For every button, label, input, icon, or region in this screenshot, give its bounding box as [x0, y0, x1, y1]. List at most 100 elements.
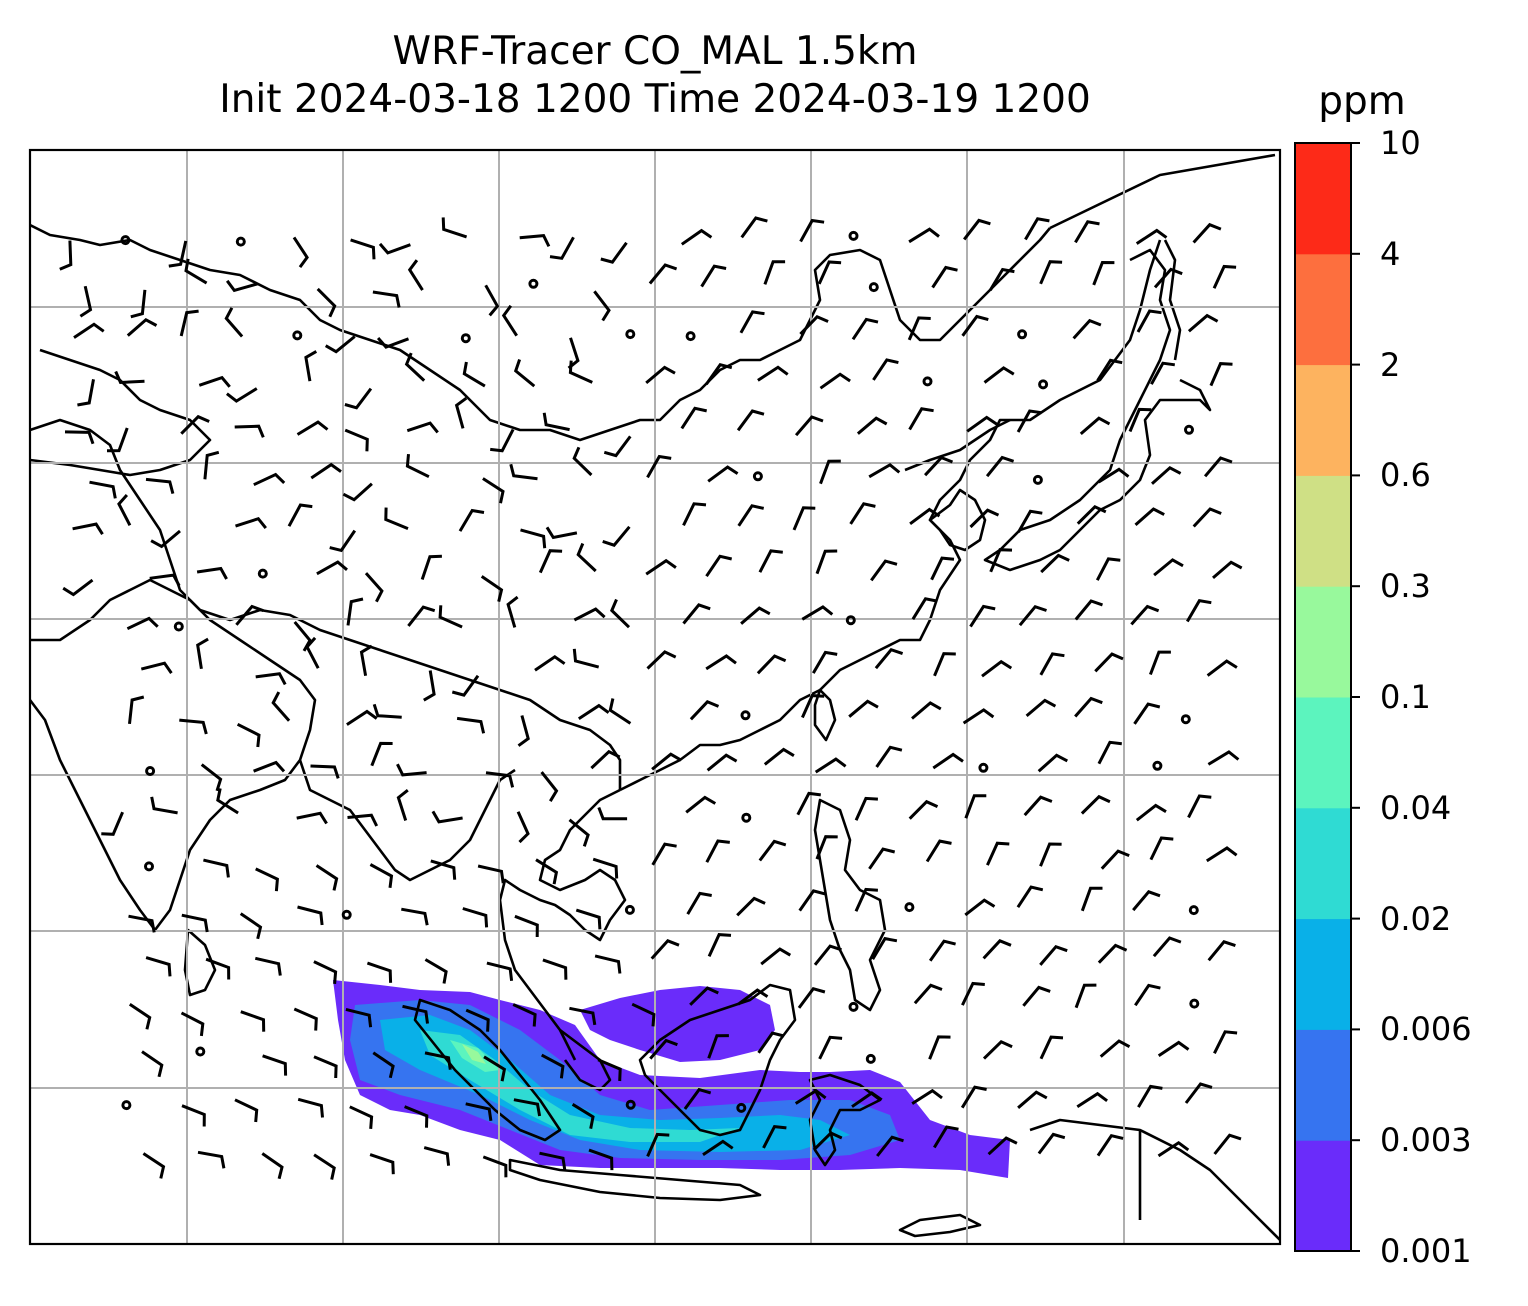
wind-barb — [799, 315, 829, 336]
wind-barb — [364, 572, 384, 603]
wind-barb — [396, 789, 409, 821]
map-title: WRF-Tracer CO_MAL 1.5km Init 2024-03-18 … — [30, 28, 1280, 124]
wind-barb — [689, 700, 720, 721]
wind-barb — [490, 428, 515, 453]
wind-barb — [1132, 890, 1161, 912]
wind-barb — [296, 420, 329, 436]
wind-barb — [960, 1085, 987, 1109]
wind-barb — [310, 462, 342, 480]
wind-barb — [1076, 504, 1107, 525]
colorbar-segment — [1295, 475, 1351, 587]
wind-barb — [1212, 560, 1243, 580]
wind-barb — [1092, 260, 1115, 286]
wind-barb — [986, 841, 1010, 866]
wind-barb — [686, 891, 712, 915]
wind-barb — [576, 542, 597, 573]
coast-sri-lanka — [183, 928, 217, 997]
wind-barb — [819, 459, 841, 485]
wind-barb — [680, 228, 713, 246]
wind-barb — [423, 670, 436, 702]
wind-barb — [456, 716, 486, 734]
wind-barb — [1097, 467, 1130, 484]
wind-barb — [985, 455, 1015, 478]
wind-barb — [1095, 557, 1121, 581]
wind-barb — [517, 715, 530, 747]
wind-barb — [396, 763, 427, 777]
wind-barb — [255, 672, 287, 686]
wind-barb — [705, 839, 730, 863]
wind-barb — [645, 558, 677, 576]
wind-barb — [1079, 416, 1111, 436]
wind-barb — [854, 796, 878, 821]
wind-barb — [758, 549, 783, 573]
wind-barb — [969, 604, 996, 628]
wind-barb — [509, 463, 538, 481]
calm-wind-marker — [845, 615, 856, 626]
wind-barb — [925, 839, 952, 863]
wind-barb — [64, 430, 95, 445]
wind-barb — [763, 260, 786, 285]
wind-barb — [848, 699, 879, 718]
wind-barb — [369, 1153, 395, 1175]
wind-barb — [1128, 407, 1152, 433]
colorbar-tick-label: 10 — [1380, 124, 1421, 162]
calm-wind-marker — [120, 235, 131, 246]
colorbar-segment — [1295, 253, 1351, 366]
wind-barb — [631, 1002, 656, 1027]
wind-barb — [216, 788, 239, 815]
wind-barb — [961, 981, 985, 1006]
wind-barb — [608, 698, 632, 725]
wind-barb — [651, 752, 682, 771]
wind-barb — [792, 506, 816, 531]
coast-java — [508, 1158, 762, 1202]
wind-barb — [235, 516, 267, 530]
wind-barb — [465, 1102, 493, 1122]
wind-barb — [1039, 260, 1063, 285]
wind-barb — [1152, 936, 1182, 958]
wind-barb — [796, 791, 821, 816]
wind-barb — [908, 407, 934, 431]
wind-barb — [569, 1006, 597, 1026]
calm-wind-marker — [740, 710, 751, 721]
wind-barb — [989, 267, 1015, 291]
wind-barb — [313, 1055, 338, 1079]
wind-barb — [592, 857, 619, 879]
wind-barb — [401, 907, 429, 926]
wind-barb — [180, 1011, 205, 1037]
wind-barb — [384, 507, 409, 530]
wind-barb — [128, 914, 156, 933]
calm-wind-marker — [1189, 998, 1200, 1009]
wind-barb — [568, 818, 590, 847]
tracer-field — [333, 980, 1010, 1178]
wind-barb — [406, 421, 439, 434]
wind-barb — [851, 1091, 883, 1108]
map-axes — [28, 148, 1282, 1246]
wind-barb — [407, 259, 424, 291]
wind-barb — [1037, 1132, 1066, 1155]
wind-barb — [516, 811, 530, 844]
wind-barb — [128, 695, 145, 725]
wind-barb — [149, 573, 181, 587]
wind-barb — [271, 691, 291, 722]
wind-barb — [292, 236, 309, 268]
wind-barb — [1150, 361, 1175, 385]
colorbar-tick-label: 0.003 — [1380, 1121, 1472, 1160]
wind-barb — [402, 1004, 429, 1024]
wind-barb — [376, 337, 410, 349]
wind-barb — [1207, 940, 1236, 962]
wind-barb — [763, 747, 795, 766]
wind-barb — [651, 842, 677, 866]
wind-barb — [1039, 652, 1065, 676]
wind-barb — [519, 234, 551, 248]
coast-japan — [983, 248, 1212, 572]
wind-barb — [739, 310, 765, 334]
wind-barb — [930, 556, 955, 581]
wind-barb — [310, 764, 340, 779]
wind-barb — [689, 986, 719, 1006]
wind-barb — [349, 1105, 374, 1130]
wind-barb — [870, 559, 898, 582]
colorbar-tick-label: 4 — [1380, 234, 1401, 273]
wind-barb — [140, 661, 173, 674]
wind-barb — [568, 360, 593, 384]
calm-wind-marker — [922, 376, 933, 387]
